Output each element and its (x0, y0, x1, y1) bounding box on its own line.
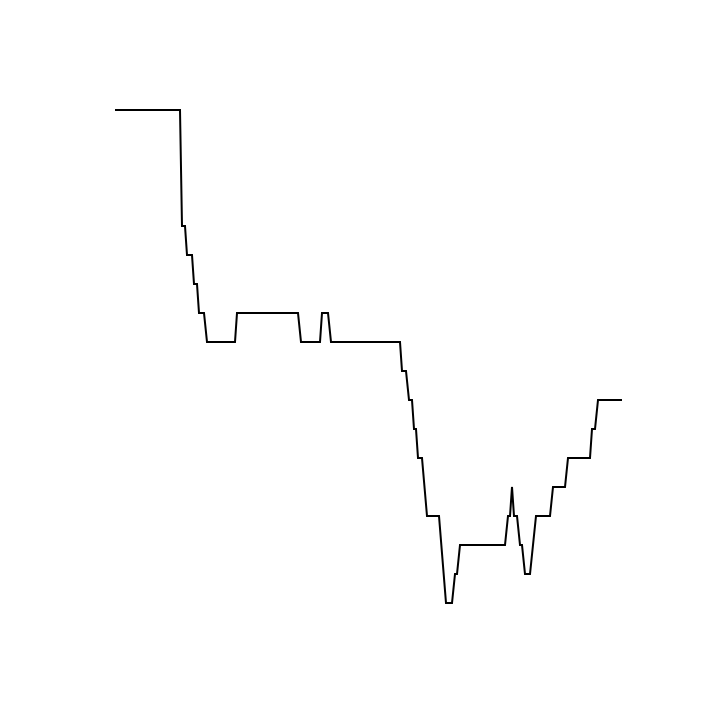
data-line (115, 109, 622, 604)
